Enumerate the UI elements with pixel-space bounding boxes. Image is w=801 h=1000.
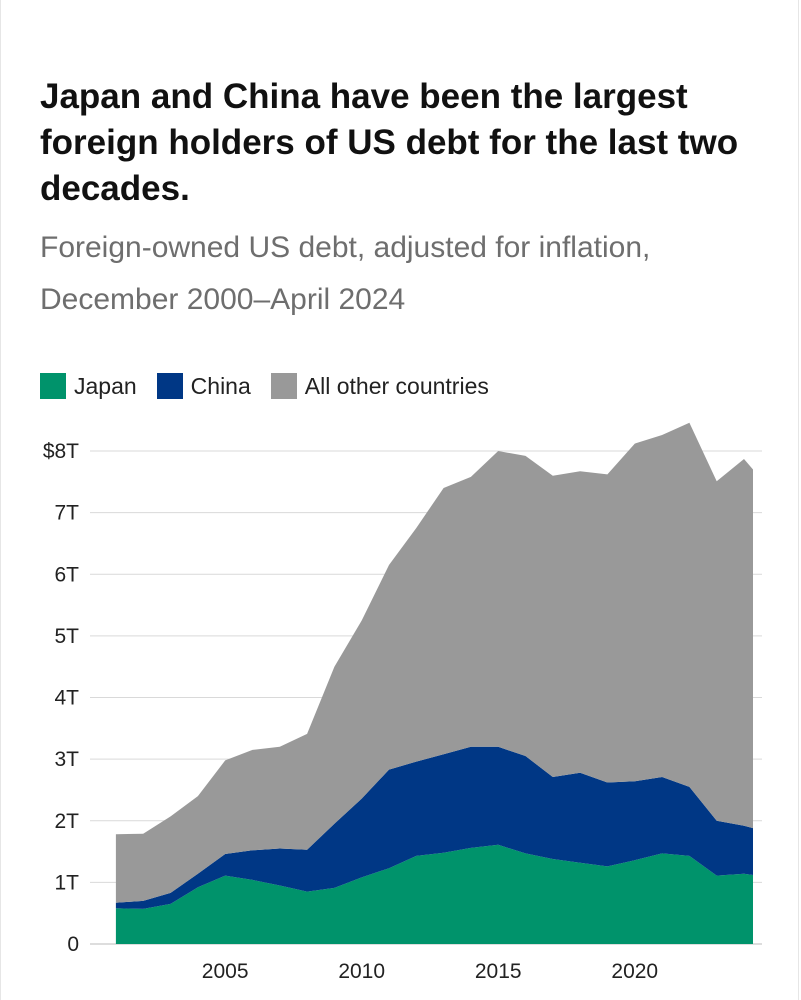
legend-swatch-other — [270, 373, 297, 399]
legend-item-china: China — [156, 372, 251, 400]
legend-item-other: All other countries — [270, 372, 489, 400]
y-tick-label: 3T — [54, 748, 79, 771]
y-tick-label: 5T — [54, 625, 79, 648]
legend-label-japan: Japan — [74, 372, 137, 399]
y-tick-label: 0 — [67, 933, 79, 956]
y-tick-label: $8T — [43, 440, 79, 463]
chart-legend: Japan China All other countries — [40, 370, 509, 402]
chart-subtitle: Foreign-owned US debt, adjusted for infl… — [40, 231, 651, 316]
x-tick-label: 2015 — [475, 960, 522, 983]
chart-title: Japan and China have been the largest fo… — [40, 77, 739, 208]
x-tick-label: 2020 — [611, 960, 658, 983]
y-tick-label: 6T — [54, 563, 79, 586]
y-tick-label: 2T — [54, 810, 79, 833]
area-other-countries — [115, 422, 753, 903]
legend-item-japan: Japan — [40, 373, 137, 400]
legend-swatch-china — [156, 373, 183, 399]
legend-label-other: All other countries — [304, 372, 489, 399]
area-china — [115, 746, 753, 909]
y-tick-label: 4T — [54, 687, 79, 710]
x-tick-label: 2005 — [202, 960, 249, 983]
x-tick-label: 2010 — [338, 960, 385, 983]
y-tick-label: 7T — [54, 502, 79, 525]
area-japan — [115, 844, 753, 944]
legend-swatch-japan — [40, 373, 66, 399]
y-tick-label: 1T — [54, 871, 79, 894]
legend-label-china: China — [190, 372, 251, 399]
